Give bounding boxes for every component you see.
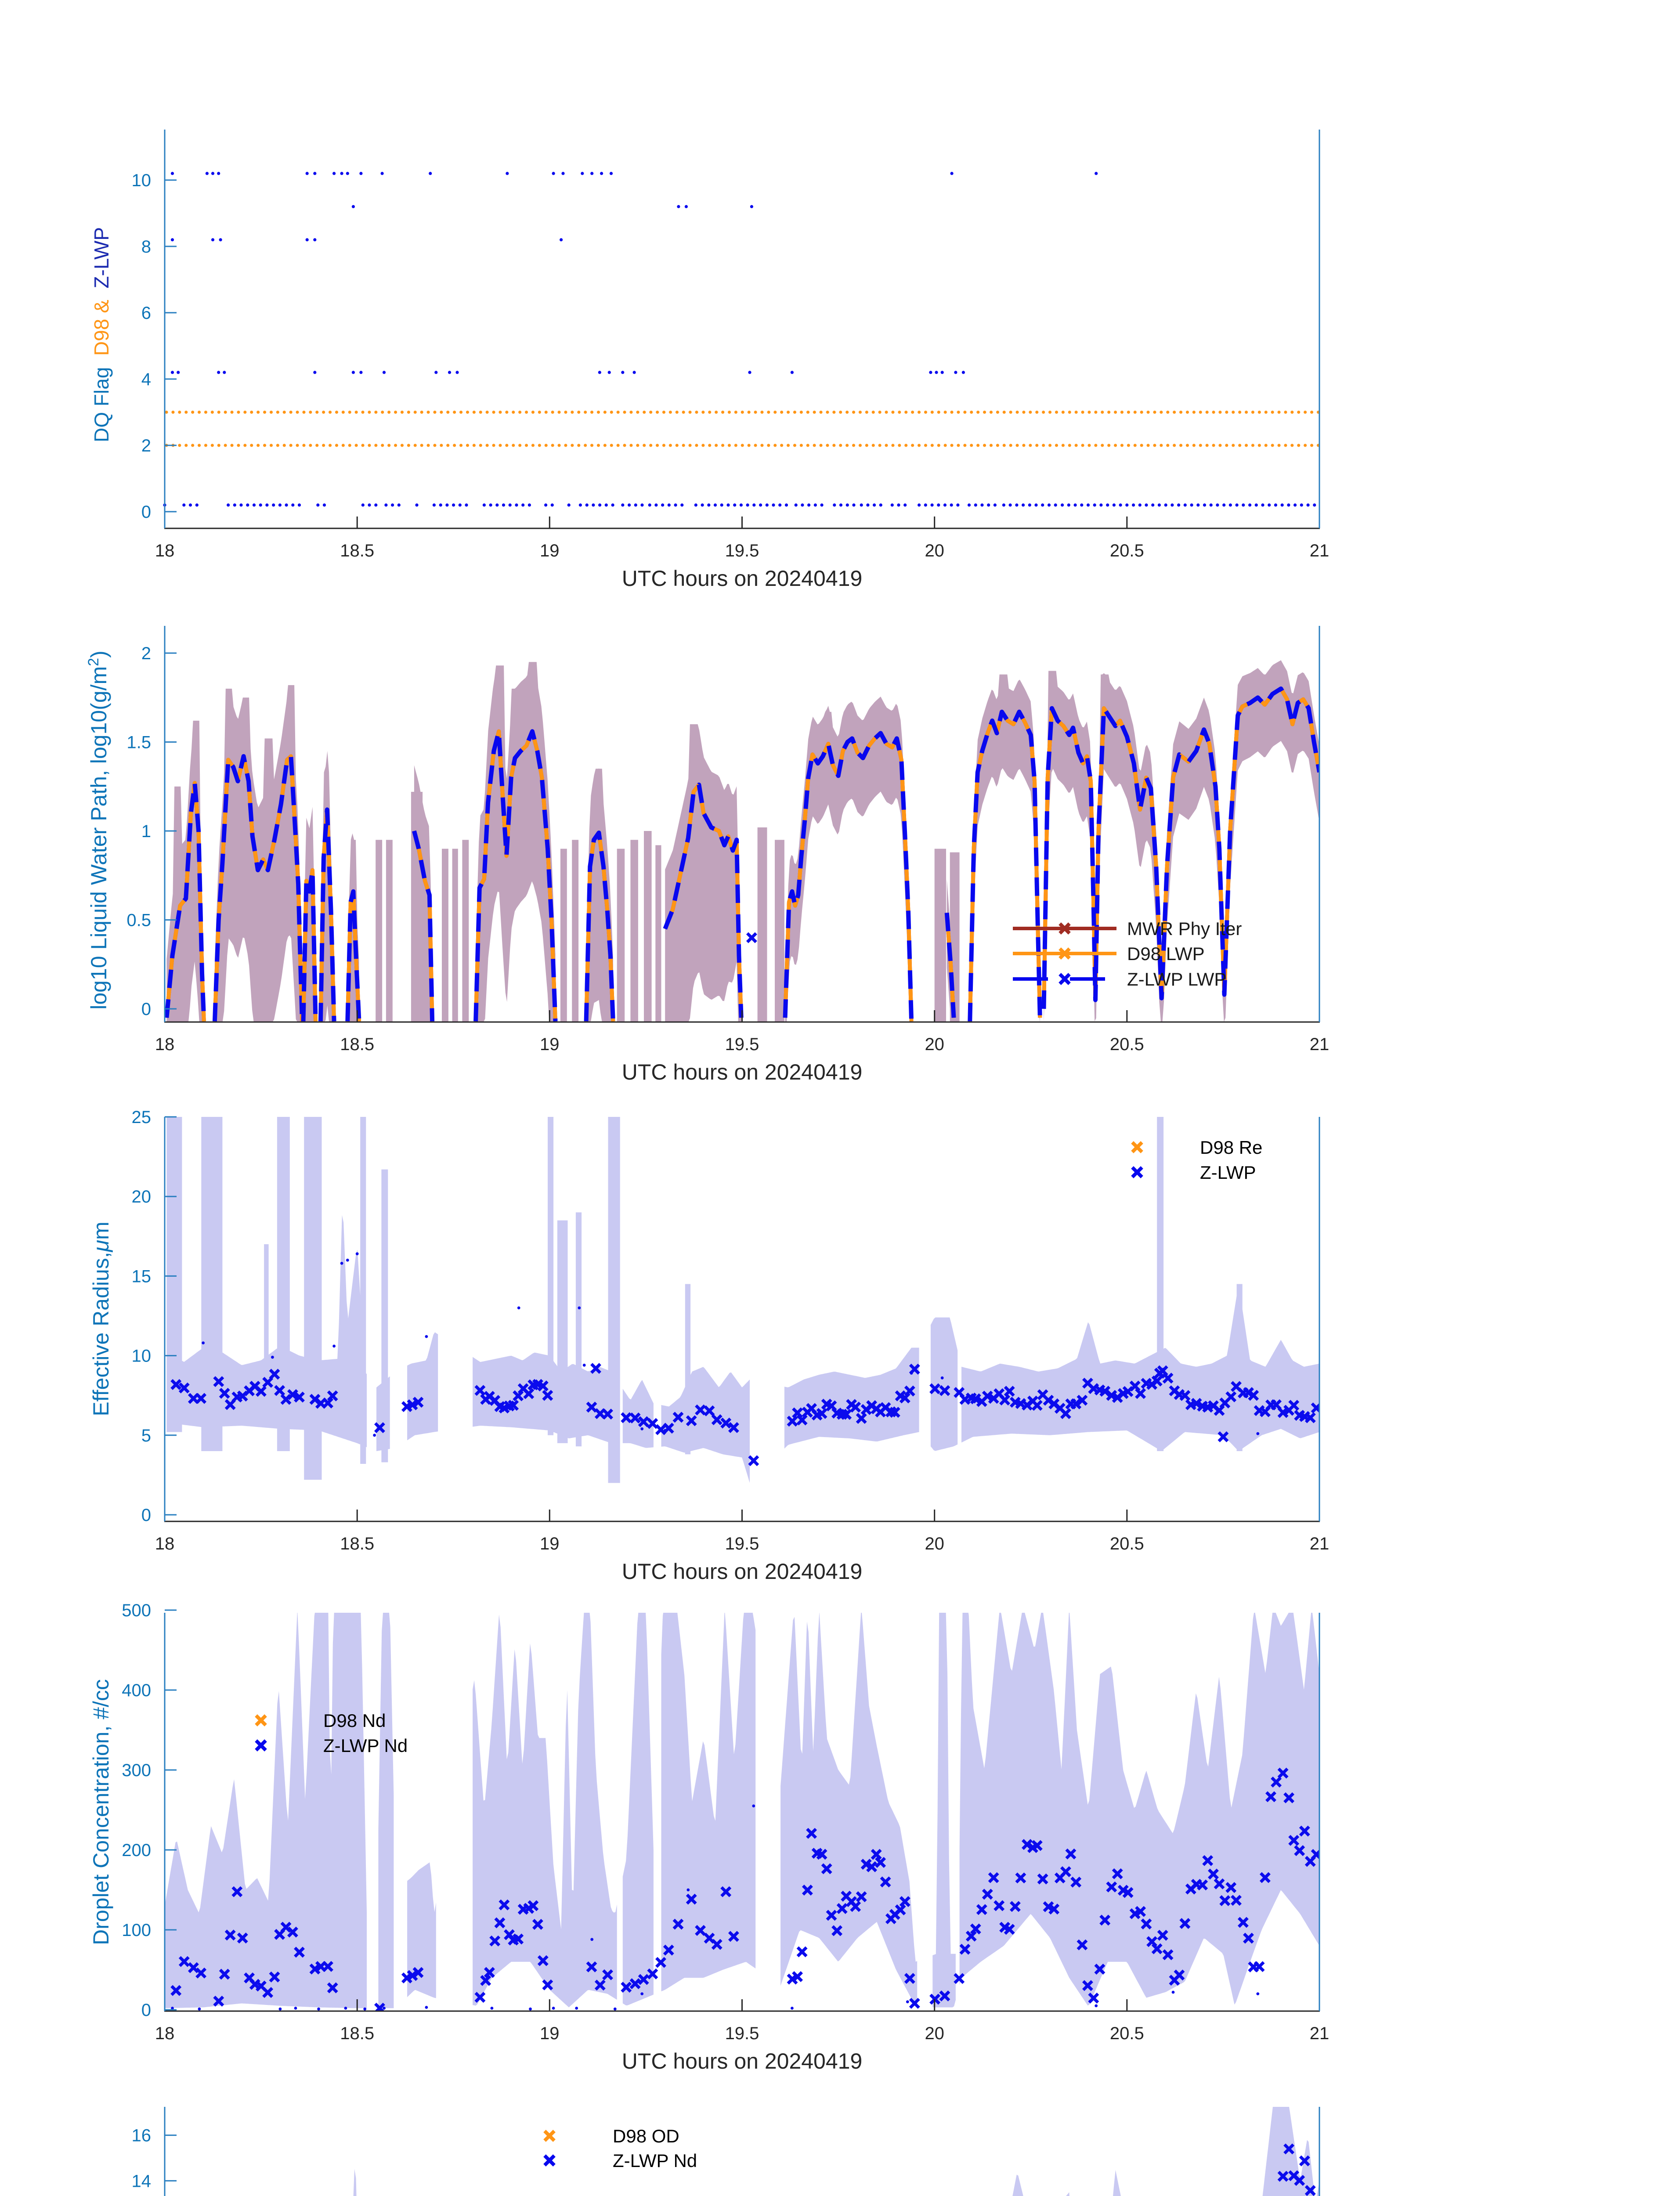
svg-text:18.5: 18.5 bbox=[340, 1534, 374, 1553]
svg-text:20: 20 bbox=[925, 541, 944, 560]
svg-text:MWR Phy Iter: MWR Phy Iter bbox=[1127, 918, 1242, 939]
svg-text:DQ Flag D98 & Z-LWP: DQ Flag D98 & Z-LWP bbox=[90, 227, 113, 442]
svg-text:1: 1 bbox=[141, 822, 151, 841]
svg-text:D98 OD: D98 OD bbox=[613, 2126, 679, 2146]
svg-text:20: 20 bbox=[925, 2024, 944, 2043]
svg-text:UTC hours on 20240419: UTC hours on 20240419 bbox=[622, 2049, 863, 2073]
svg-text:18: 18 bbox=[155, 2024, 175, 2043]
svg-text:18: 18 bbox=[155, 541, 175, 560]
svg-text:5: 5 bbox=[141, 1426, 151, 1445]
svg-text:21: 21 bbox=[1310, 2024, 1330, 2043]
svg-text:18.5: 18.5 bbox=[340, 2024, 374, 2043]
svg-text:200: 200 bbox=[122, 1841, 151, 1860]
svg-text:UTC hours on 20240419: UTC hours on 20240419 bbox=[622, 566, 863, 591]
svg-text:15: 15 bbox=[132, 1267, 152, 1286]
svg-text:20: 20 bbox=[925, 1534, 944, 1553]
svg-text:300: 300 bbox=[122, 1761, 151, 1780]
svg-text:1.5: 1.5 bbox=[126, 733, 151, 752]
svg-text:20.5: 20.5 bbox=[1110, 541, 1144, 560]
svg-text:21: 21 bbox=[1310, 1035, 1330, 1054]
svg-text:400: 400 bbox=[122, 1681, 151, 1700]
svg-text:500: 500 bbox=[122, 1601, 151, 1620]
svg-text:log10 Liquid Water Path, log10: log10 Liquid Water Path, log10(g/m2) bbox=[85, 650, 111, 1010]
svg-text:20: 20 bbox=[925, 1035, 944, 1054]
svg-text:18: 18 bbox=[155, 1534, 175, 1553]
svg-text:Droplet Concentration, #/cc: Droplet Concentration, #/cc bbox=[89, 1679, 113, 1945]
svg-text:100: 100 bbox=[122, 1921, 151, 1940]
svg-text:D98 Nd: D98 Nd bbox=[323, 1710, 386, 1731]
svg-text:6: 6 bbox=[141, 303, 151, 323]
svg-text:0: 0 bbox=[141, 2001, 151, 2020]
svg-text:19.5: 19.5 bbox=[725, 541, 759, 560]
svg-text:0: 0 bbox=[141, 502, 151, 522]
svg-text:D98 Re: D98 Re bbox=[1200, 1137, 1262, 1158]
svg-text:19: 19 bbox=[540, 1534, 560, 1553]
svg-text:19.5: 19.5 bbox=[725, 1534, 759, 1553]
svg-text:10: 10 bbox=[132, 1347, 152, 1366]
svg-text:20: 20 bbox=[132, 1187, 152, 1206]
svg-text:10: 10 bbox=[132, 171, 152, 190]
svg-text:18.5: 18.5 bbox=[340, 1035, 374, 1054]
svg-text:Z-LWP Nd: Z-LWP Nd bbox=[613, 2150, 697, 2171]
svg-text:20.5: 20.5 bbox=[1110, 1534, 1144, 1553]
svg-text:4: 4 bbox=[141, 370, 151, 389]
svg-text:19.5: 19.5 bbox=[725, 2024, 759, 2043]
svg-text:18: 18 bbox=[155, 1035, 175, 1054]
svg-text:21: 21 bbox=[1310, 1534, 1330, 1553]
svg-text:0: 0 bbox=[141, 1000, 151, 1019]
svg-text:8: 8 bbox=[141, 237, 151, 256]
svg-text:19: 19 bbox=[540, 2024, 560, 2043]
svg-text:19.5: 19.5 bbox=[725, 1035, 759, 1054]
svg-text:25: 25 bbox=[132, 1108, 152, 1127]
svg-text:Z-LWP Nd: Z-LWP Nd bbox=[323, 1735, 408, 1756]
svg-text:Z-LWP: Z-LWP bbox=[1200, 1162, 1256, 1183]
svg-text:21: 21 bbox=[1310, 541, 1330, 560]
svg-text:D98 LWP: D98 LWP bbox=[1127, 943, 1205, 964]
svg-text:2: 2 bbox=[141, 644, 151, 663]
svg-text:UTC hours on 20240419: UTC hours on 20240419 bbox=[622, 1060, 863, 1084]
svg-text:16: 16 bbox=[132, 2126, 152, 2145]
svg-text:19: 19 bbox=[540, 541, 560, 560]
svg-text:UTC hours on 20240419: UTC hours on 20240419 bbox=[622, 1559, 863, 1584]
svg-text:14: 14 bbox=[132, 2171, 152, 2191]
svg-text:2: 2 bbox=[141, 436, 151, 455]
svg-text:Effective Radius,μm: Effective Radius,μm bbox=[89, 1221, 113, 1416]
svg-text:0.5: 0.5 bbox=[126, 911, 151, 930]
svg-text:Z-LWP LWP: Z-LWP LWP bbox=[1127, 969, 1226, 990]
svg-text:20.5: 20.5 bbox=[1110, 2024, 1144, 2043]
svg-text:20.5: 20.5 bbox=[1110, 1035, 1144, 1054]
svg-text:18.5: 18.5 bbox=[340, 541, 374, 560]
svg-text:0: 0 bbox=[141, 1506, 151, 1525]
svg-text:19: 19 bbox=[540, 1035, 560, 1054]
